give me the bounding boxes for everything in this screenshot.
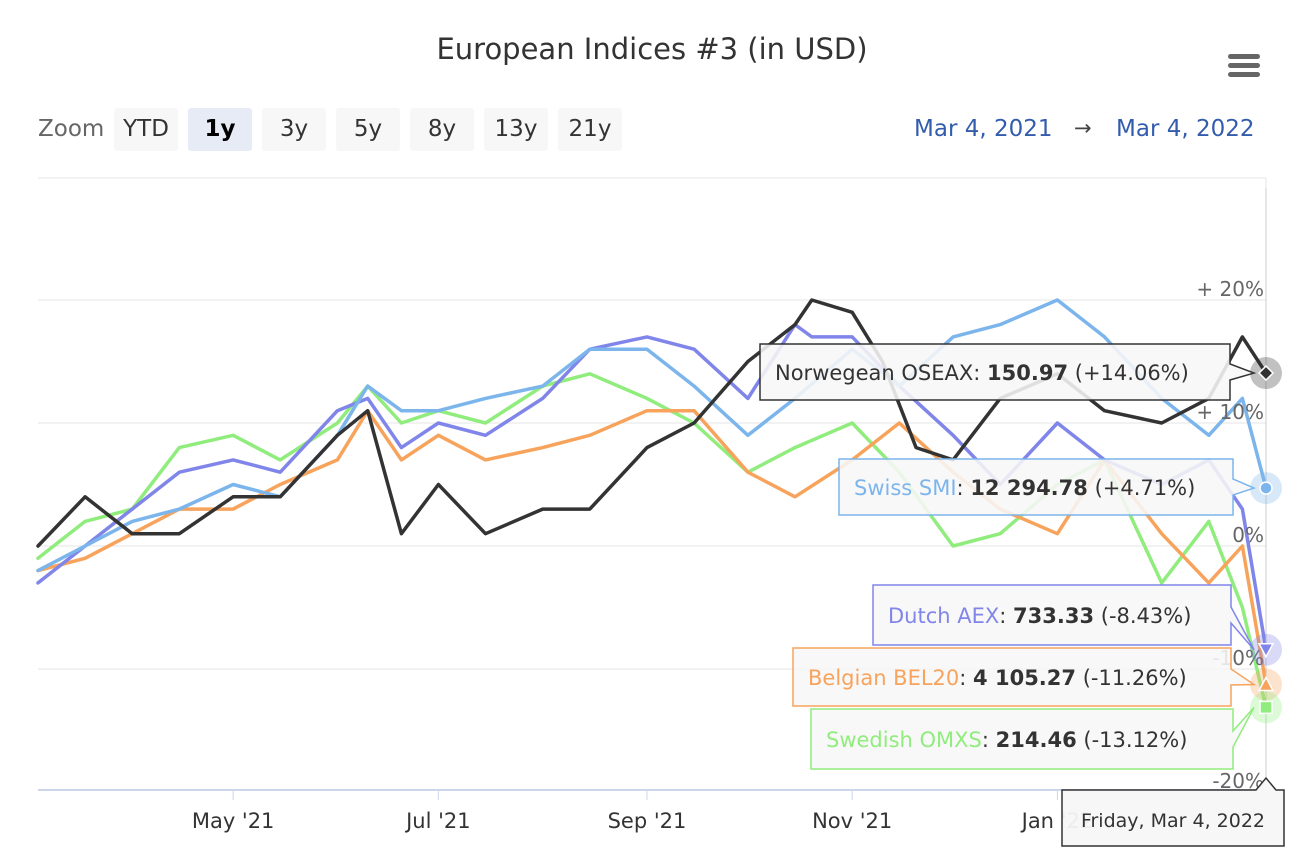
x-tick-label: May '21 <box>192 809 275 833</box>
callout-box <box>810 706 1255 770</box>
callout-text: Dutch AEX: 733.33 (-8.43%) <box>888 604 1191 628</box>
series-callout: Belgian BEL20: 4 105.27 (-11.26%) <box>792 647 1257 707</box>
callout-colon: : <box>959 666 973 690</box>
y-tick-label: + 20% <box>1196 277 1264 301</box>
x-tick-label: Jul '21 <box>404 809 471 833</box>
callout-text: Belgian BEL20: 4 105.27 (-11.26%) <box>808 666 1187 690</box>
callout-value: 12 294.78 <box>970 476 1088 500</box>
hamburger-menu-icon[interactable] <box>1226 50 1262 80</box>
labels: Norwegean OSEAX: 150.97 (+14.06%) Swiss S… <box>759 343 1285 847</box>
series-line <box>36 322 1268 652</box>
callout-change: (-13.12%) <box>1077 728 1188 752</box>
callout-series-name: Dutch AEX <box>888 604 999 628</box>
callout-change: (+14.06%) <box>1068 361 1189 385</box>
zoom-button-8y[interactable]: 8y <box>410 108 474 151</box>
zoom-label: Zoom <box>38 116 105 142</box>
callout-text: Swedish OMXS: 214.46 (-13.12%) <box>826 728 1187 752</box>
callout-series-name: Swiss SMI <box>854 476 957 500</box>
callout-box <box>792 647 1257 707</box>
callout-value: 214.46 <box>996 728 1077 752</box>
series-callout: Swiss SMI: 12 294.78 (+4.71%) <box>838 458 1257 516</box>
grid <box>38 177 1267 790</box>
callout-colon: : <box>957 476 971 500</box>
callout-colon: : <box>973 361 987 385</box>
zoom-button-ytd[interactable]: YTD <box>114 108 178 151</box>
range-arrow-icon: → <box>1074 116 1092 140</box>
callout-box <box>838 458 1257 516</box>
zoom-button-1y[interactable]: 1y <box>188 108 252 151</box>
zoom-button-3y[interactable]: 3y <box>262 108 326 151</box>
callout-series-name: Norwegean OSEAX <box>775 361 973 385</box>
date-tooltip-box <box>1061 776 1285 847</box>
callout-change: (-11.26%) <box>1076 666 1187 690</box>
callout-colon: : <box>999 604 1013 628</box>
callout-value: 150.97 <box>987 361 1068 385</box>
series-callout: Dutch AEX: 733.33 (-8.43%) <box>872 584 1255 651</box>
callout-text: Norwegean OSEAX: 150.97 (+14.06%) <box>775 361 1189 385</box>
series-marker <box>1257 365 1275 382</box>
zoom-button-5y[interactable]: 5y <box>336 108 400 151</box>
series-marker <box>1257 675 1275 692</box>
range-from-input[interactable]: Mar 4, 2021 <box>914 116 1053 142</box>
series-marker <box>1259 700 1273 715</box>
callout-series-name: Belgian BEL20 <box>808 666 959 690</box>
series-marker <box>1259 481 1273 495</box>
callout-value: 4 105.27 <box>973 666 1076 690</box>
callout-change: (-8.43%) <box>1094 604 1191 628</box>
callout-series-name: Swedish OMXS <box>826 728 982 752</box>
callout-box <box>759 343 1257 401</box>
callout-colon: : <box>982 728 996 752</box>
markers <box>1250 188 1282 790</box>
date-tooltip: Friday, Mar 4, 2022 <box>1061 776 1285 847</box>
callout-value: 733.33 <box>1013 604 1094 628</box>
series-line <box>36 298 1268 573</box>
series-marker <box>1257 642 1275 659</box>
zoom-button-13y[interactable]: 13y <box>484 108 548 151</box>
date-tooltip-text: Friday, Mar 4, 2022 <box>1081 810 1265 832</box>
callout-change: (+4.71%) <box>1088 476 1195 500</box>
callout-box <box>872 584 1255 651</box>
y-tick-label: + 10% <box>1196 400 1264 424</box>
series-callout: Norwegean OSEAX: 150.97 (+14.06%) <box>759 343 1257 401</box>
y-tick-label: 0% <box>1232 523 1264 547</box>
x-tick-label: Sep '21 <box>608 809 687 833</box>
series-callout: Swedish OMXS: 214.46 (-13.12%) <box>810 706 1255 770</box>
callout-text: Swiss SMI: 12 294.78 (+4.71%) <box>854 476 1195 500</box>
chart-title: European Indices #3 (in USD) <box>436 32 868 66</box>
x-tick-label: Nov '21 <box>812 809 892 833</box>
zoom-button-21y[interactable]: 21y <box>558 108 622 151</box>
range-to-input[interactable]: Mar 4, 2022 <box>1116 116 1255 142</box>
